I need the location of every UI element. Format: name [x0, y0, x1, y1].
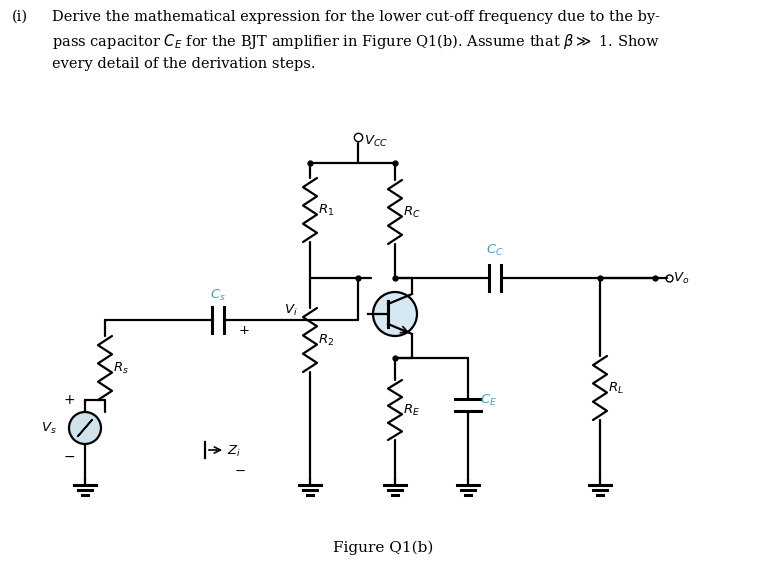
Text: $R_2$: $R_2$ [318, 332, 334, 347]
Text: $R_E$: $R_E$ [403, 403, 420, 418]
Text: $R_s$: $R_s$ [113, 360, 129, 376]
Text: $V_i$: $V_i$ [285, 302, 298, 318]
Text: $R_C$: $R_C$ [403, 205, 420, 220]
Text: $+$: $+$ [238, 323, 250, 336]
Text: $R_L$: $R_L$ [608, 380, 624, 396]
Text: $-$: $-$ [234, 464, 246, 476]
Text: $V_{CC}$: $V_{CC}$ [364, 134, 388, 149]
Text: (i): (i) [12, 10, 28, 24]
Text: $C_C$: $C_C$ [486, 243, 504, 258]
Text: Figure Q1(b): Figure Q1(b) [333, 541, 433, 555]
Circle shape [69, 412, 101, 444]
Text: $+$: $+$ [63, 393, 75, 407]
Text: $Z_i$: $Z_i$ [227, 444, 241, 459]
Text: $C_s$: $C_s$ [210, 288, 226, 303]
Text: $-$: $-$ [63, 449, 75, 463]
Text: $R_1$: $R_1$ [318, 202, 334, 217]
Text: $V_o$: $V_o$ [673, 271, 689, 285]
Text: $C_E$: $C_E$ [480, 393, 497, 407]
Text: Derive the mathematical expression for the lower cut-off frequency due to the by: Derive the mathematical expression for t… [52, 10, 660, 71]
Ellipse shape [373, 292, 417, 336]
Text: $V_s$: $V_s$ [41, 420, 57, 435]
